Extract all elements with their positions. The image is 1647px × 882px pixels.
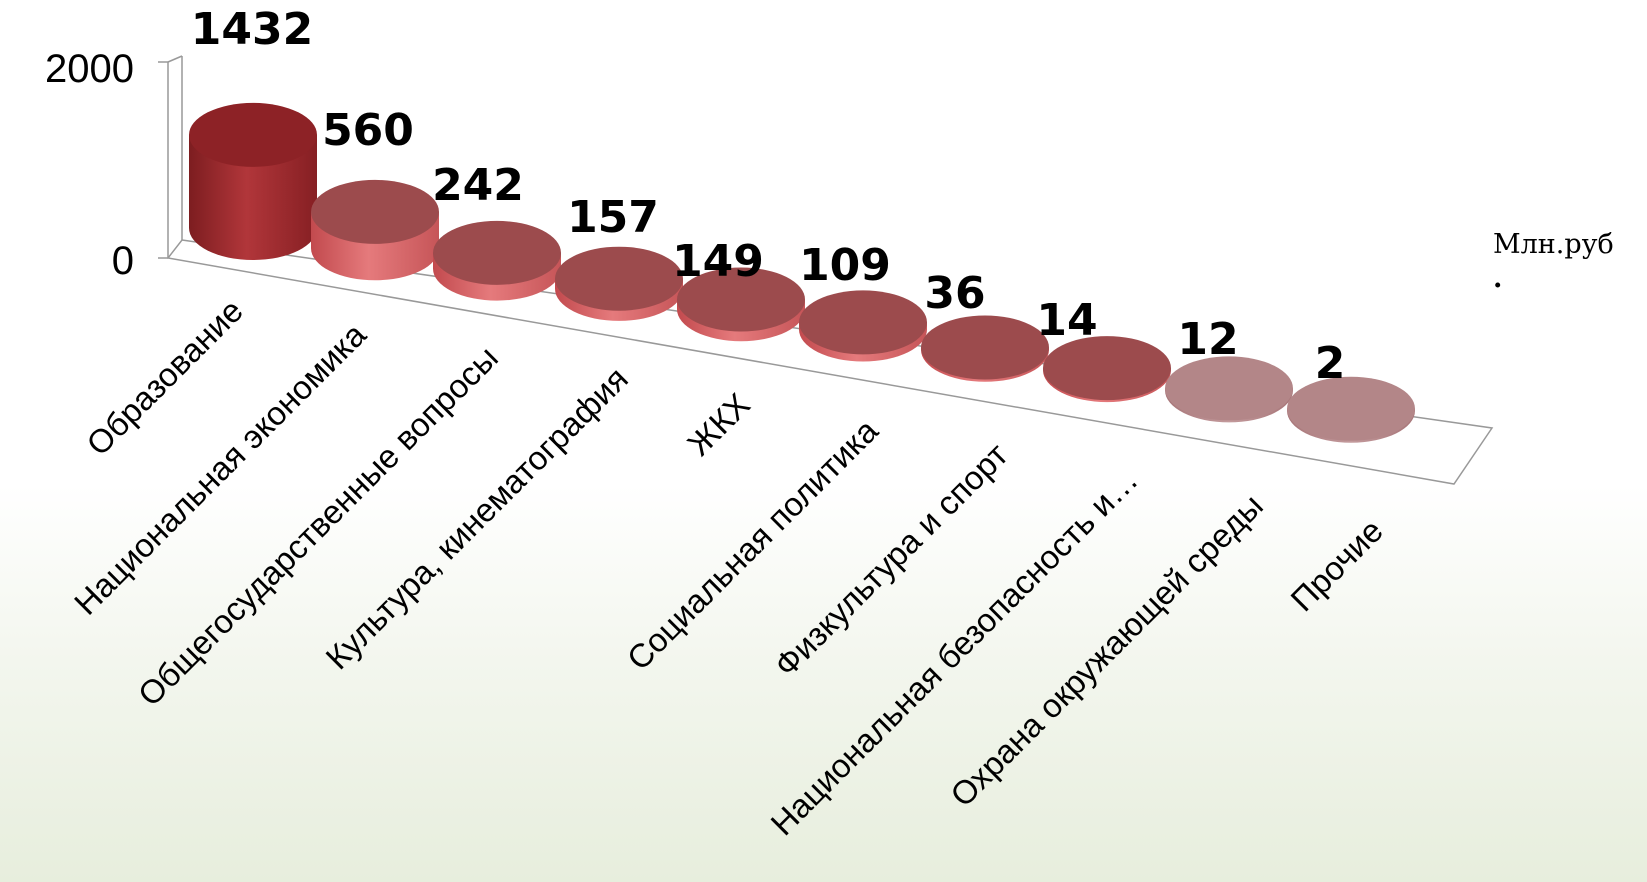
value-label-5: 149 xyxy=(672,236,764,287)
bar-5 xyxy=(677,267,805,342)
bar-body xyxy=(189,134,317,260)
bar-top xyxy=(921,315,1049,380)
bar-8 xyxy=(1043,336,1171,403)
value-label-2: 560 xyxy=(322,105,414,156)
category-label-9: Охрана окружающей среды xyxy=(943,487,1270,814)
bar-2 xyxy=(311,179,439,281)
bar-top xyxy=(1043,336,1171,401)
bar-top xyxy=(311,179,439,244)
bar-9 xyxy=(1165,356,1293,423)
bar-top xyxy=(189,102,317,167)
y-tick-label-0: 0 xyxy=(112,239,134,283)
bar-top xyxy=(799,290,927,355)
category-label-2: Национальная экономика xyxy=(67,315,373,621)
value-label-10: 2 xyxy=(1315,338,1346,389)
category-label-10: Прочие xyxy=(1283,512,1390,619)
bar-4 xyxy=(555,246,683,321)
bar-top xyxy=(1165,356,1293,421)
bar-6 xyxy=(799,290,927,362)
value-label-3: 242 xyxy=(432,160,524,211)
value-label-8: 14 xyxy=(1036,295,1097,346)
value-label-6: 109 xyxy=(799,240,891,291)
bar-top xyxy=(555,246,683,311)
unit-label: Млн.руб . xyxy=(1493,228,1643,296)
value-label-4: 157 xyxy=(567,192,659,243)
bar-top xyxy=(677,267,805,332)
y-tick-label-2000: 2000 xyxy=(45,47,134,91)
category-label-5: ЖКХ xyxy=(680,386,757,463)
wall-top-edge xyxy=(167,55,183,63)
value-label-1: 1432 xyxy=(191,4,313,55)
category-label-6: Социальная политика xyxy=(620,411,886,677)
bar-top xyxy=(433,220,561,285)
bar-10 xyxy=(1287,376,1415,443)
bar-1 xyxy=(189,102,317,260)
unit-label-text: Млн.руб xyxy=(1493,229,1614,260)
value-label-9: 12 xyxy=(1177,314,1238,365)
bar-top xyxy=(1287,376,1415,441)
chart-bars xyxy=(189,102,1415,443)
unit-label-dot: . xyxy=(1493,263,1503,294)
bar-3 xyxy=(433,220,561,301)
value-label-7: 36 xyxy=(924,268,985,319)
bar-7 xyxy=(921,315,1049,382)
category-label-4: Культура, кинематография xyxy=(318,360,634,676)
